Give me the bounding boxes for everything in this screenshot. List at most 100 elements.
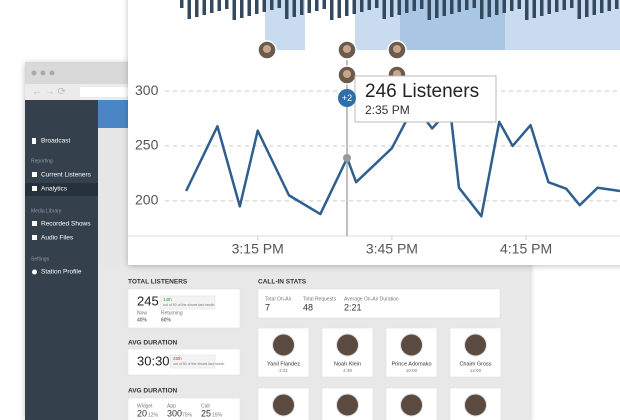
value: 60%: [161, 317, 172, 323]
caller-name: Noah Klein: [334, 361, 361, 367]
tooltip-time: 2:35 PM: [365, 103, 410, 117]
value: 2:21: [344, 302, 362, 312]
label: Call: [201, 403, 210, 409]
pct: 12%: [148, 412, 159, 418]
sidebar: [25, 100, 98, 420]
activity-bar: [210, 0, 214, 13]
activity-bar: [442, 0, 446, 16]
activity-bar: [352, 0, 356, 14]
activity-bar: [517, 0, 521, 9]
activity-bar: [217, 0, 221, 11]
y-tick-label: 200: [135, 192, 159, 208]
value: 300: [167, 408, 182, 418]
caller-avatar: [400, 333, 423, 357]
label: Total On-Air: [265, 296, 292, 302]
activity-bar: [457, 0, 461, 12]
activity-bar: [247, 0, 251, 16]
stat-value: 245: [137, 293, 159, 308]
activity-bar: [525, 0, 529, 20]
activity-bar: [585, 0, 589, 17]
nav-item[interactable]: Station Profile: [41, 269, 82, 276]
activity-bar: [600, 0, 604, 13]
label: Average On-Air Duration: [344, 296, 399, 302]
activity-bar: [240, 0, 244, 18]
nav-section: Settings: [31, 256, 50, 262]
activity-bar: [382, 0, 386, 19]
activity-bar: [547, 0, 551, 14]
activity-bar: [615, 0, 619, 9]
activity-bar: [405, 0, 409, 13]
caller-avatar: [464, 333, 487, 357]
stat-value: 30:30: [137, 353, 170, 368]
caller-time: 2:31: [279, 368, 288, 373]
activity-bar: [562, 0, 566, 10]
activity-bar: [502, 0, 506, 13]
card-title: CALL-IN STATS: [258, 279, 307, 286]
activity-bar: [367, 0, 371, 10]
nav-item[interactable]: Audio Files: [41, 235, 74, 242]
activity-bar: [330, 0, 334, 20]
activity-bar: [345, 0, 349, 16]
activity-bar: [300, 0, 304, 15]
nav-item[interactable]: Analytics: [41, 186, 68, 193]
card-title: AVG DURATION: [128, 340, 178, 347]
activity-bar: [270, 0, 274, 10]
pct: 15%: [212, 412, 223, 418]
value: 20: [137, 408, 147, 418]
activity-bar: [195, 0, 199, 17]
activity-bar: [435, 0, 439, 18]
caller-time: 10:00: [406, 368, 418, 373]
caller-avatar: [272, 333, 295, 357]
nav-item[interactable]: Broadcast: [41, 138, 70, 145]
nav-item[interactable]: Recorded Shows: [41, 221, 91, 228]
activity-bar: [607, 0, 611, 11]
value: 48: [303, 302, 313, 312]
x-tick-label: 3:15 PM: [232, 241, 284, 257]
pct: 75%: [182, 412, 193, 418]
rank: 14th: [163, 297, 172, 302]
nav-section: Media Library: [31, 208, 62, 214]
card-title: AVG DURATION: [128, 388, 178, 395]
activity-bar: [375, 0, 379, 8]
caller-name: Prince Adomako: [391, 361, 431, 367]
activity-bar: [487, 0, 491, 17]
nav-section: Reporting: [31, 158, 53, 164]
avatar-face: [343, 45, 351, 53]
avatar-face: [393, 45, 401, 53]
activity-bar: [285, 0, 289, 19]
activity-bar: [360, 0, 364, 12]
caller-avatar: [272, 393, 295, 417]
caller-name: Chaim Gross: [459, 361, 491, 367]
card-title: TOTAL LISTENERS: [128, 279, 188, 286]
activity-bar: [532, 0, 536, 18]
caller-avatar: [336, 393, 359, 417]
activity-bar: [232, 0, 236, 20]
label: Now: [137, 310, 147, 316]
activity-bar: [337, 0, 341, 18]
x-tick-label: 4:15 PM: [500, 241, 552, 257]
activity-bar: [225, 0, 229, 9]
activity-bar: [480, 0, 484, 19]
caller-time: 4:39: [343, 368, 352, 373]
activity-bar: [255, 0, 259, 14]
rank-note: out of 50 of the shows last month: [163, 303, 214, 307]
badge[interactable]: +2: [342, 93, 352, 103]
caller-name: Yanil Flandez: [267, 361, 300, 367]
activity-bar: [540, 0, 544, 16]
nav-item[interactable]: Current Listeners: [41, 172, 92, 179]
activity-bar: [180, 0, 184, 8]
activity-bar: [592, 0, 596, 15]
activity-bar: [202, 0, 206, 15]
activity-bar: [397, 0, 401, 15]
avatar-face: [343, 70, 351, 78]
activity-bar: [510, 0, 514, 11]
value: 40%: [137, 317, 148, 323]
rank-note: out of 50 of the shows last month: [173, 362, 224, 366]
label: Returning: [161, 310, 183, 316]
caller-avatar: [400, 393, 423, 417]
caller-time: 12:00: [470, 368, 482, 373]
activity-bar: [570, 0, 574, 8]
y-tick-label: 300: [135, 82, 159, 98]
activity-bar: [555, 0, 559, 12]
